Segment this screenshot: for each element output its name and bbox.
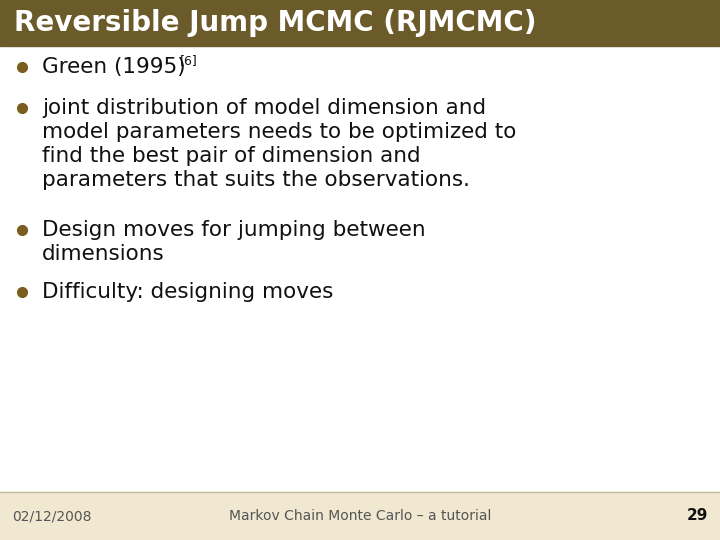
Text: Difficulty: designing moves: Difficulty: designing moves	[42, 282, 333, 302]
Text: Markov Chain Monte Carlo – a tutorial: Markov Chain Monte Carlo – a tutorial	[229, 509, 491, 523]
Text: [6]: [6]	[180, 55, 198, 68]
Text: find the best pair of dimension and: find the best pair of dimension and	[42, 146, 420, 166]
Text: Design moves for jumping between: Design moves for jumping between	[42, 220, 426, 240]
Text: 29: 29	[687, 509, 708, 523]
Text: Reversible Jump MCMC (RJMCMC): Reversible Jump MCMC (RJMCMC)	[14, 9, 536, 37]
Bar	[0, 0, 720, 46]
Text: parameters that suits the observations.: parameters that suits the observations.	[42, 170, 470, 190]
Bar	[0, 46, 720, 492]
Text: joint distribution of model dimension and: joint distribution of model dimension an…	[42, 98, 486, 118]
Text: 02/12/2008: 02/12/2008	[12, 509, 91, 523]
Bar	[0, 492, 720, 540]
Text: Green (1995): Green (1995)	[42, 57, 192, 77]
Text: dimensions: dimensions	[42, 244, 165, 264]
Text: model parameters needs to be optimized to: model parameters needs to be optimized t…	[42, 122, 516, 142]
